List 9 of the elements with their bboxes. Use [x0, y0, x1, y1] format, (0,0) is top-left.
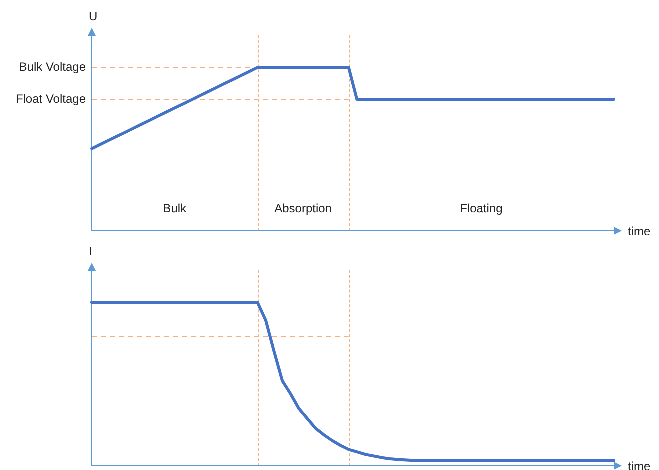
- ref-line-label: Float Voltage: [16, 92, 86, 106]
- annotation: Absorption: [274, 201, 332, 216]
- annotation: Floating: [460, 201, 503, 216]
- x-axis-title: time: [628, 224, 651, 238]
- ref-line-label: Bulk Voltage: [19, 60, 86, 74]
- y-axis-title: U: [89, 9, 98, 24]
- y-axis-title: I: [89, 244, 92, 258]
- x-axis-title: time: [628, 459, 651, 470]
- annotation: Bulk: [163, 201, 188, 216]
